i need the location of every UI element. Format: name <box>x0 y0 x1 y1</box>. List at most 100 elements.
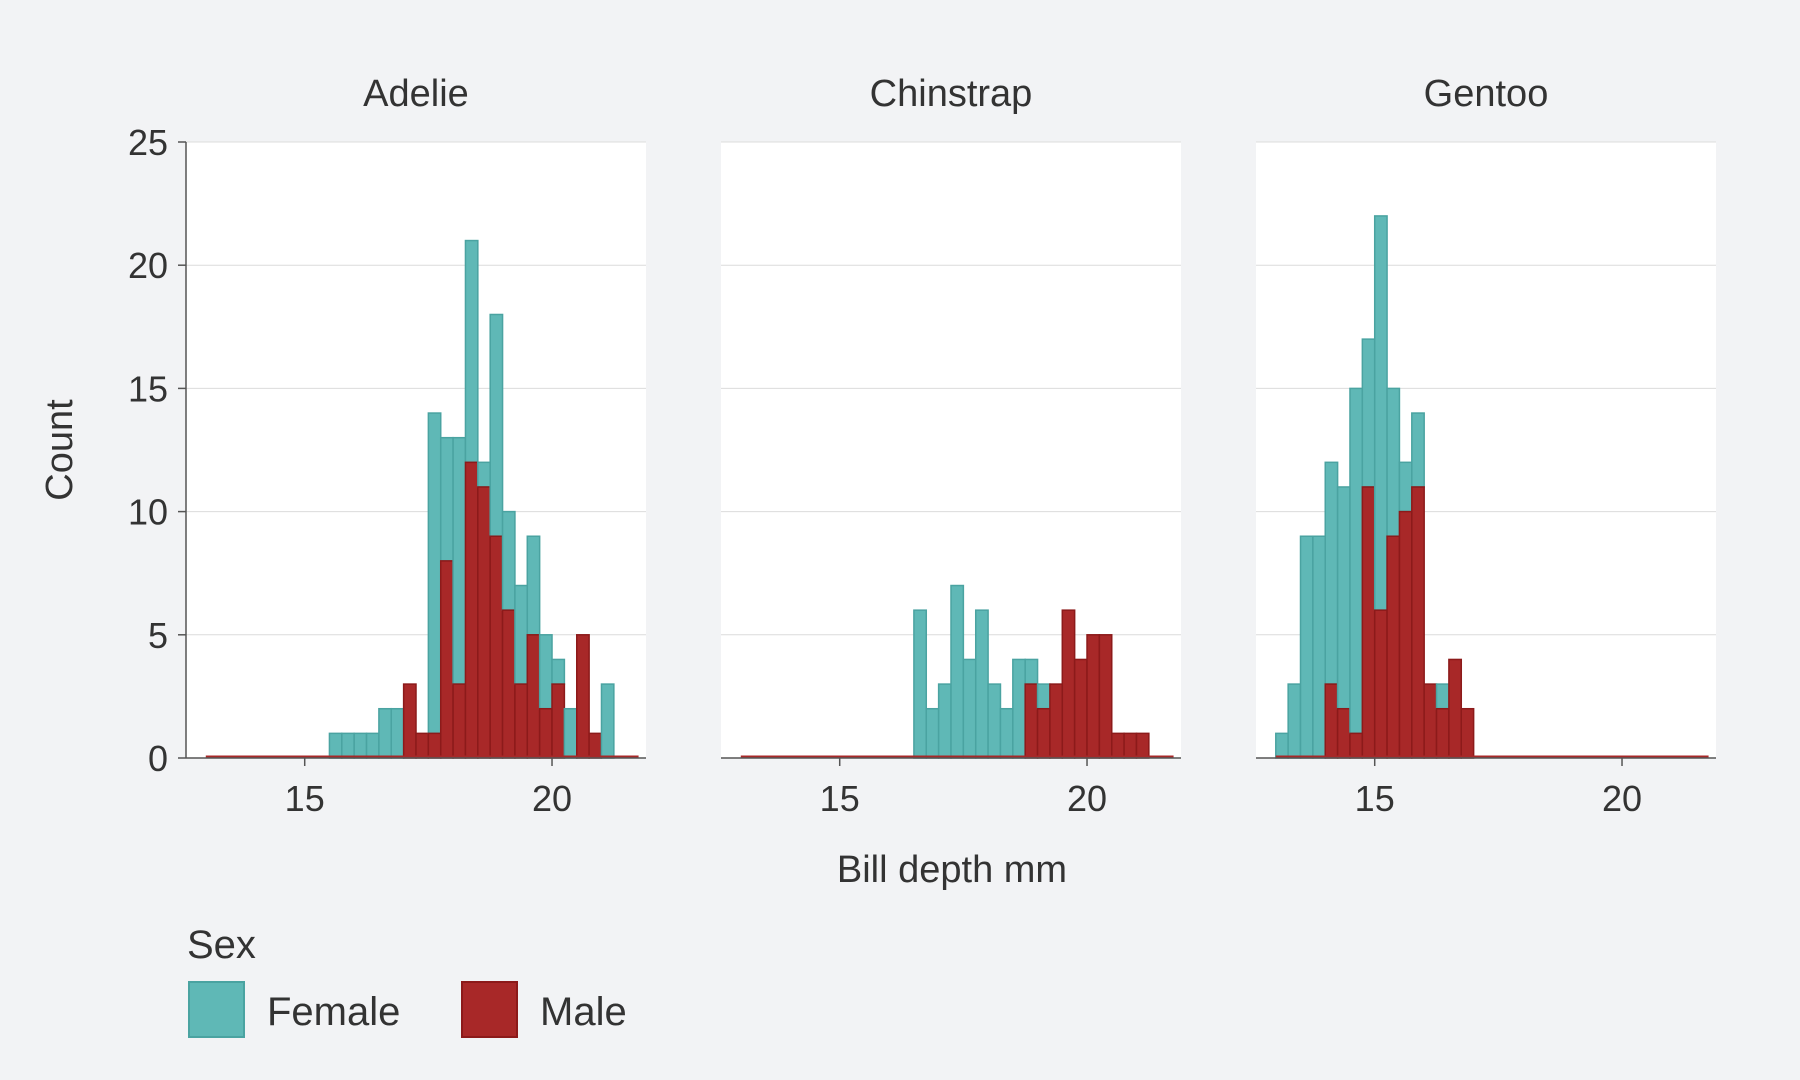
bar-chinstrap-female-22 <box>1012 658 1026 759</box>
facet-adelie: Adelie 15 20 0 5 10 15 20 25 <box>128 73 646 819</box>
bar-chinstrap-male-26 <box>1061 609 1076 759</box>
y-tick-label-10: 10 <box>128 492 168 533</box>
legend-entry-female: Female <box>188 981 400 1038</box>
bar-adelie-female-29 <box>563 707 578 759</box>
bar-adelie-female-13 <box>365 732 380 759</box>
bar-chinstrap-male-24 <box>1036 707 1051 759</box>
bar-adelie-female-11 <box>341 732 355 759</box>
bar-chinstrap-male-30 <box>1111 732 1125 759</box>
legend-swatch-female <box>188 981 245 1038</box>
bar-chinstrap-male-29 <box>1098 634 1113 759</box>
bar-gentoo-female-3 <box>1312 535 1326 759</box>
y-tick-label-0: 0 <box>148 738 168 779</box>
bar-adelie-female-22 <box>477 461 491 488</box>
bar-gentoo-female-5 <box>1336 486 1351 710</box>
bar-adelie-female-12 <box>353 732 368 759</box>
y-axis-title: Count <box>39 399 81 501</box>
bar-gentoo-male-7 <box>1361 486 1376 759</box>
bar-adelie-male-31 <box>588 732 603 759</box>
bar-adelie-male-22 <box>477 486 491 759</box>
panel-background-adelie <box>186 142 646 758</box>
bar-adelie-female-23 <box>489 313 504 537</box>
bar-gentoo-male-6 <box>1349 732 1364 759</box>
y-tick-label-25: 25 <box>128 122 168 163</box>
legend-swatch-male <box>461 981 518 1038</box>
bar-gentoo-female-13 <box>1435 683 1450 710</box>
bar-gentoo-male-8 <box>1373 609 1388 759</box>
bar-chinstrap-female-17 <box>950 584 965 759</box>
bar-chinstrap-female-14 <box>913 609 928 759</box>
bar-adelie-female-21 <box>464 239 479 464</box>
y-tick-label-5: 5 <box>148 615 168 656</box>
x-tick-label-chinstrap-20: 20 <box>1067 778 1107 819</box>
bar-chinstrap-male-32 <box>1135 732 1150 759</box>
bar-gentoo-male-15 <box>1460 707 1475 759</box>
bar-adelie-male-21 <box>464 461 479 759</box>
facet-chinstrap: Chinstrap 15 20 <box>721 73 1181 819</box>
facet-title-chinstrap: Chinstrap <box>870 73 1033 115</box>
bar-adelie-male-19 <box>439 560 454 759</box>
bar-adelie-male-26 <box>526 634 541 759</box>
bar-adelie-female-18 <box>427 412 442 735</box>
bar-gentoo-male-13 <box>1435 707 1450 759</box>
y-tick-label-20: 20 <box>128 245 168 286</box>
bar-chinstrap-male-31 <box>1123 732 1138 759</box>
facet-title-gentoo: Gentoo <box>1424 73 1549 115</box>
bar-gentoo-female-11 <box>1411 412 1425 488</box>
bar-gentoo-male-10 <box>1398 510 1413 759</box>
bar-gentoo-female-9 <box>1386 387 1401 537</box>
bar-chinstrap-female-23 <box>1024 658 1039 685</box>
bar-chinstrap-female-20 <box>987 683 1002 759</box>
bar-adelie-male-16 <box>402 683 417 759</box>
bar-gentoo-female-7 <box>1361 338 1376 488</box>
bar-gentoo-male-9 <box>1386 535 1401 759</box>
bar-chinstrap-female-18 <box>962 658 977 759</box>
bar-gentoo-female-4 <box>1324 461 1339 685</box>
bar-chinstrap-female-24 <box>1036 683 1051 710</box>
legend-label-male: Male <box>540 990 627 1034</box>
bar-adelie-male-27 <box>538 707 553 759</box>
bar-adelie-female-10 <box>328 732 343 759</box>
bar-adelie-male-18 <box>427 732 442 759</box>
bar-chinstrap-male-23 <box>1024 683 1039 759</box>
bar-adelie-female-27 <box>538 634 553 710</box>
bar-chinstrap-male-25 <box>1049 683 1064 759</box>
legend-entry-male: Male <box>461 981 627 1038</box>
legend: Sex Female Male <box>187 923 627 1038</box>
facets: Adelie 15 20 0 5 10 15 20 25 Chinstrap 15 20 Gentoo 1… <box>128 73 1716 819</box>
bar-chinstrap-male-28 <box>1086 634 1101 759</box>
bar-chinstrap-female-21 <box>999 707 1014 759</box>
x-axis-title: Bill depth mm <box>837 849 1067 891</box>
facet-title-adelie: Adelie <box>363 73 469 115</box>
bar-adelie-female-32 <box>600 683 615 759</box>
bar-adelie-male-17 <box>415 732 430 759</box>
bar-adelie-female-26 <box>526 535 541 636</box>
bar-adelie-female-15 <box>390 707 405 759</box>
legend-label-female: Female <box>267 990 400 1034</box>
bar-gentoo-female-6 <box>1349 387 1364 735</box>
x-tick-label-adelie-15: 15 <box>285 778 325 819</box>
bar-adelie-female-14 <box>378 707 393 759</box>
bar-adelie-male-30 <box>576 634 590 759</box>
bar-adelie-male-23 <box>489 535 504 759</box>
bar-gentoo-female-1 <box>1287 683 1302 759</box>
bar-gentoo-male-14 <box>1448 658 1463 759</box>
bar-chinstrap-female-16 <box>937 683 952 759</box>
bar-adelie-female-24 <box>501 510 516 611</box>
bar-adelie-male-20 <box>452 683 467 759</box>
y-tick-label-15: 15 <box>128 368 168 409</box>
bar-chinstrap-female-15 <box>925 707 940 759</box>
bar-gentoo-male-12 <box>1423 683 1438 759</box>
x-tick-label-chinstrap-15: 15 <box>820 778 860 819</box>
bar-adelie-female-25 <box>514 584 529 685</box>
bar-adelie-male-24 <box>501 609 516 759</box>
x-tick-label-adelie-20: 20 <box>532 778 572 819</box>
bar-adelie-female-20 <box>452 436 467 685</box>
bar-gentoo-female-8 <box>1373 215 1388 611</box>
bar-chinstrap-female-19 <box>974 609 989 759</box>
facet-gentoo: Gentoo 15 20 <box>1256 73 1716 819</box>
bar-adelie-female-28 <box>551 658 566 685</box>
x-tick-label-gentoo-20: 20 <box>1602 778 1642 819</box>
bar-adelie-male-28 <box>551 683 566 759</box>
